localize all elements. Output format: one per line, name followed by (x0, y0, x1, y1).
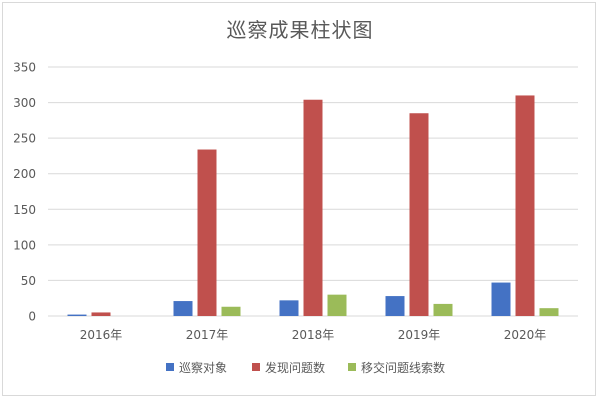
legend-swatch (348, 363, 356, 371)
y-tick-label: 250 (13, 132, 36, 146)
x-axis-ticks: 2016年 2017年 2018年 2019年 2020年 (80, 328, 547, 342)
x-tick-label: 2017年 (186, 328, 229, 342)
bars (67, 95, 559, 317)
bar (173, 301, 193, 316)
x-tick-label: 2019年 (398, 328, 441, 342)
bar (303, 99, 323, 317)
y-tick-label: 300 (13, 96, 36, 110)
bar (409, 113, 429, 316)
legend-swatch (252, 363, 260, 371)
legend: 巡察对象 发现问题数 移交问题线索数 (166, 360, 445, 375)
bar (385, 296, 405, 316)
bar (67, 314, 87, 316)
legend-label: 巡察对象 (179, 361, 227, 375)
bar (433, 303, 453, 316)
x-tick-label: 2020年 (504, 328, 547, 342)
bar (197, 149, 217, 316)
x-tick-label: 2018年 (292, 328, 335, 342)
y-tick-label: 100 (13, 238, 36, 252)
bar (91, 312, 111, 316)
y-tick-label: 200 (13, 167, 36, 181)
y-tick-label: 350 (13, 61, 36, 75)
y-tick-label: 50 (21, 274, 36, 288)
chart-frame (2, 2, 596, 396)
legend-swatch (166, 363, 174, 371)
x-tick-label: 2016年 (80, 328, 123, 342)
legend-label: 移交问题线索数 (361, 360, 445, 375)
legend-label: 发现问题数 (265, 360, 325, 375)
bar (515, 95, 535, 316)
bar (491, 282, 511, 316)
y-tick-label: 0 (28, 310, 36, 324)
bar (221, 306, 241, 316)
y-axis-ticks: 0 50 100 150 200 250 300 350 (13, 61, 36, 324)
bar (279, 300, 299, 316)
y-tick-label: 150 (13, 203, 36, 217)
chart-title: 巡察成果柱状图 (226, 18, 374, 42)
bar (539, 308, 559, 316)
bar (327, 294, 347, 316)
